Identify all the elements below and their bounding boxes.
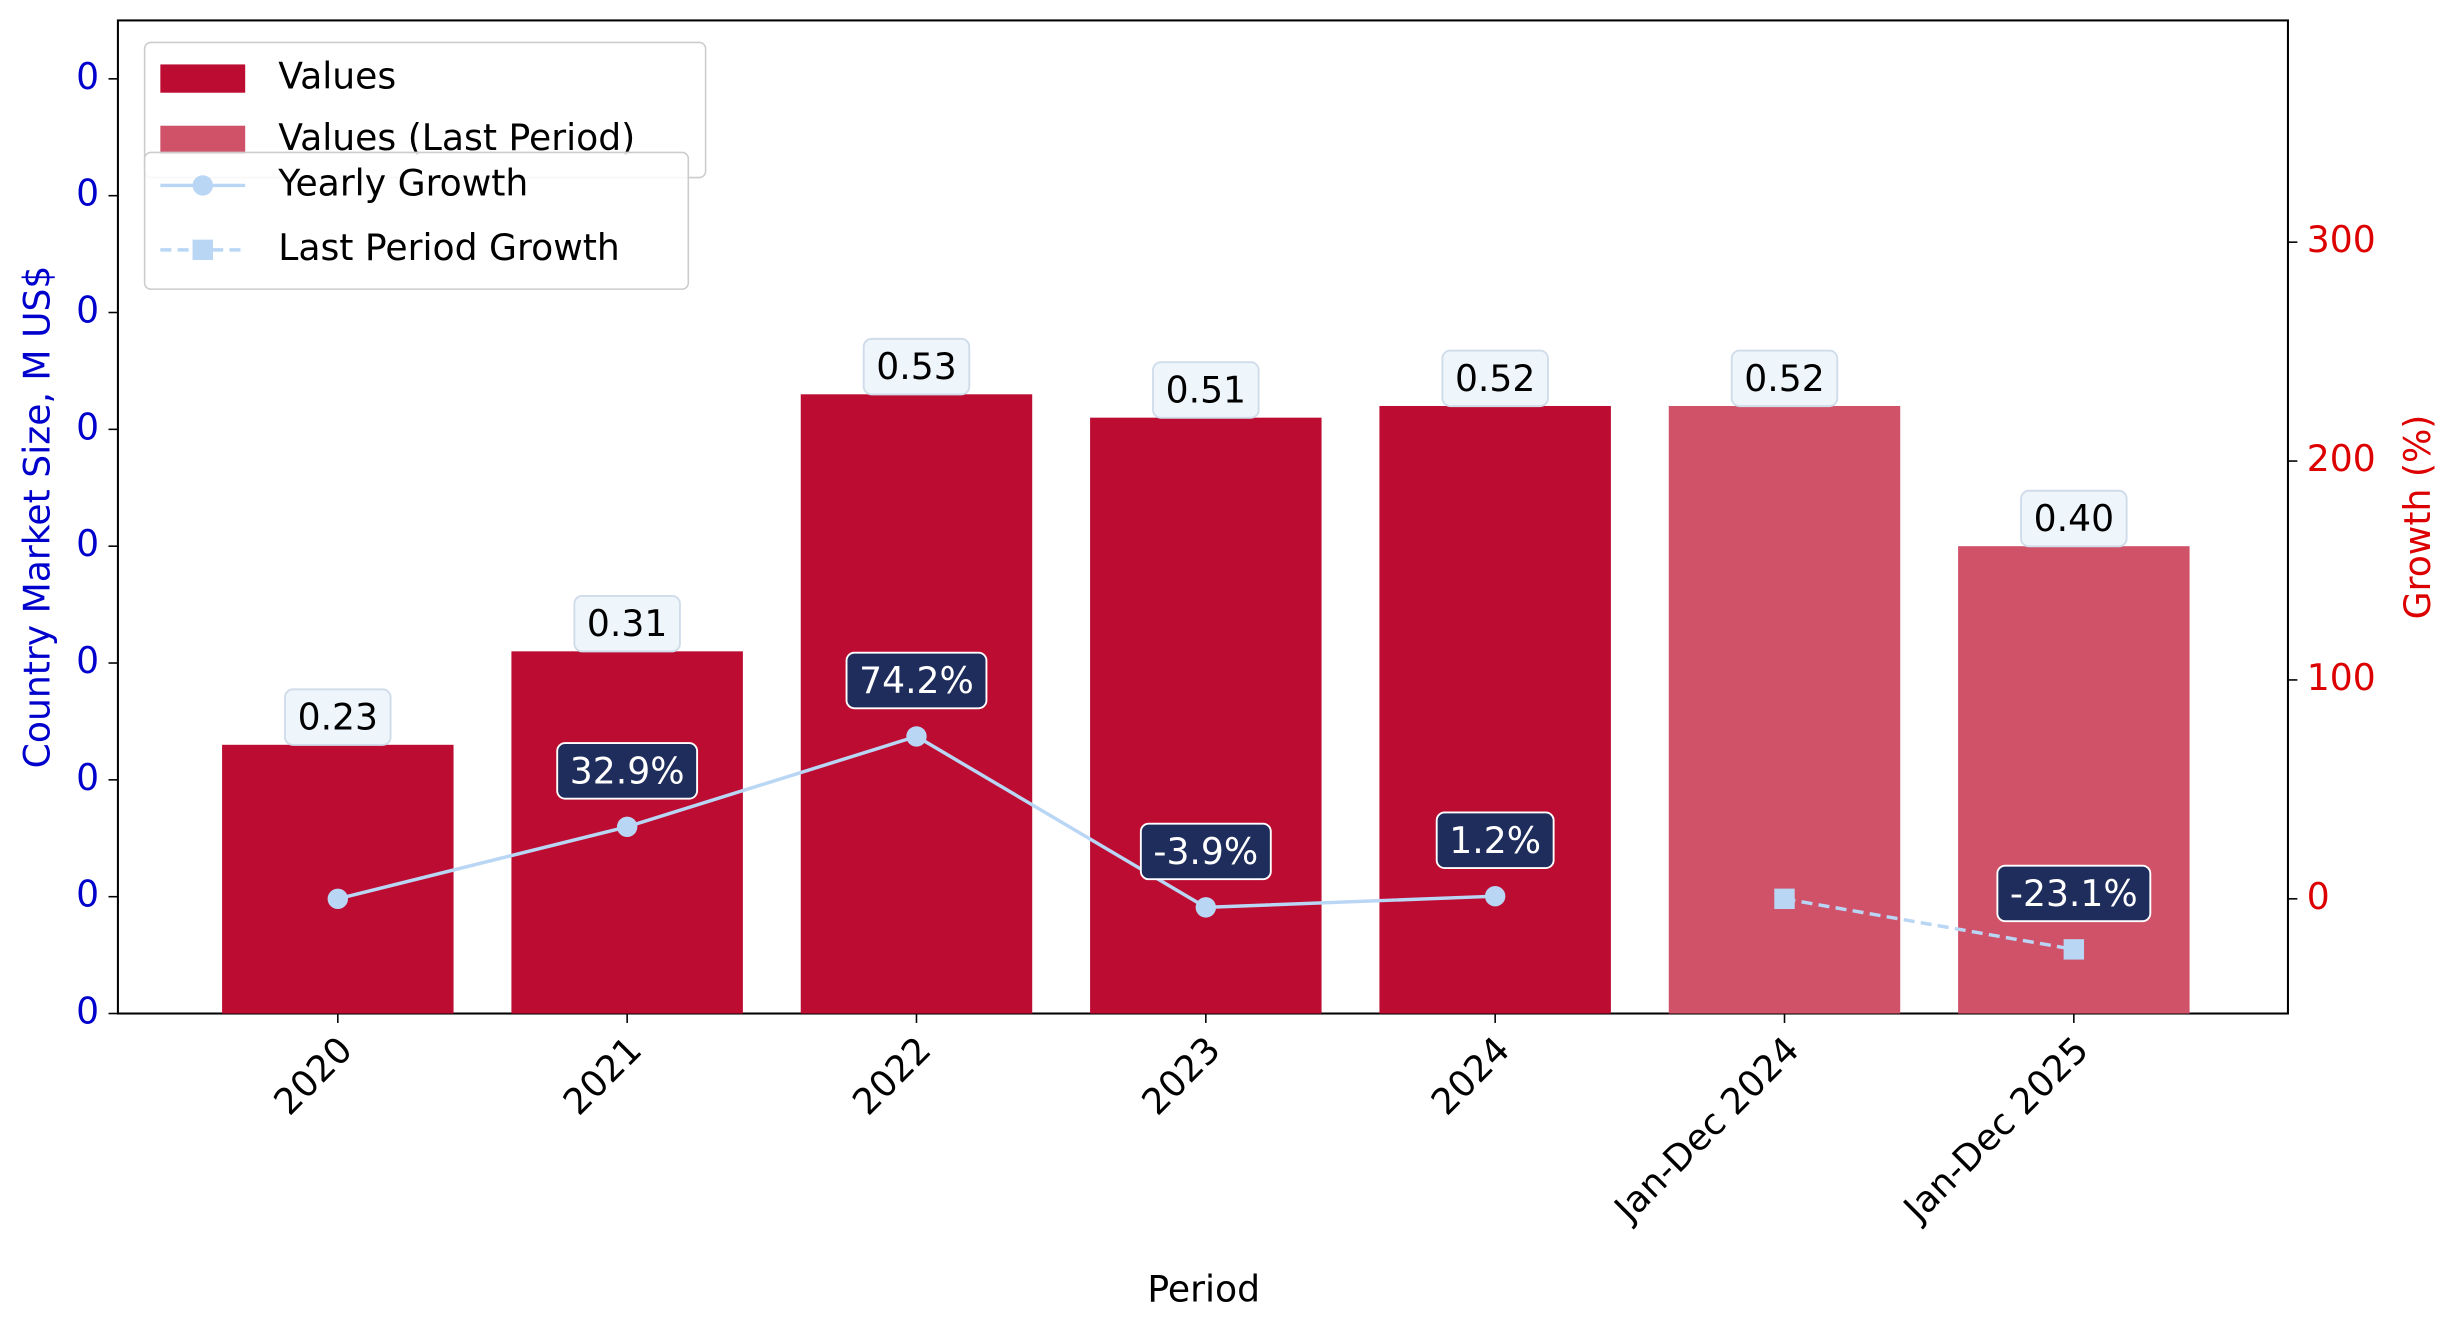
- y-axis-label: Country Market Size, M US$: [15, 266, 58, 769]
- x-tick-label: 2024: [1423, 1028, 1518, 1123]
- label-box: [1441, 349, 1549, 408]
- y2-axis-label: Growth (%): [2396, 415, 2439, 620]
- x-tick-label: Jan-Dec 2024: [1604, 1028, 1807, 1231]
- y-tick-label: 0: [76, 55, 99, 98]
- legend-label: Values: [278, 55, 396, 98]
- label-box: [1435, 811, 1555, 869]
- legend-label: Yearly Growth: [277, 161, 528, 204]
- legend-marker: [192, 175, 213, 196]
- y-tick-label: 0: [76, 873, 99, 916]
- y2-tick-label: 0: [2307, 875, 2330, 918]
- marker: [327, 888, 349, 910]
- data-label: 0.23: [298, 696, 378, 739]
- data-label: 74.2%: [859, 659, 974, 702]
- label-box: [1139, 822, 1272, 881]
- y-tick-label: 0: [76, 172, 99, 215]
- data-label: 0.52: [1455, 357, 1535, 400]
- label-box: [556, 742, 699, 800]
- label-box: [1996, 864, 2152, 923]
- data-label: 0.31: [587, 602, 667, 645]
- marker: [2063, 939, 2085, 960]
- data-label: -3.9%: [1153, 830, 1258, 873]
- y-tick-label: 0: [76, 289, 99, 332]
- marker: [1195, 897, 1217, 918]
- x-tick-label: 2023: [1133, 1028, 1228, 1123]
- x-tick-label: 2020: [265, 1028, 360, 1123]
- y2-tick-label: 100: [2307, 656, 2376, 699]
- legend-swatch: [160, 64, 246, 93]
- marker: [1484, 885, 1506, 907]
- y2-tick-label: 200: [2307, 437, 2376, 480]
- label-box: [1730, 349, 1839, 408]
- data-label: 32.9%: [570, 749, 685, 792]
- data-label: 0.51: [1166, 369, 1246, 412]
- legend-marker: [192, 239, 213, 261]
- y-tick-label: 0: [76, 405, 99, 448]
- x-tick-label: 2021: [555, 1028, 650, 1123]
- label-box: [284, 688, 392, 746]
- data-label: 0.53: [876, 345, 956, 388]
- label-box: [1152, 361, 1260, 419]
- label-box: [845, 651, 988, 710]
- data-label: 0.52: [1744, 357, 1824, 400]
- data-label: -23.1%: [2010, 872, 2138, 915]
- data-label: 0.40: [2034, 497, 2114, 540]
- x-tick-label: 2022: [844, 1028, 939, 1123]
- marker: [1774, 888, 1795, 910]
- bar: [1668, 405, 1901, 1014]
- marker: [906, 726, 927, 747]
- data-label: 1.2%: [1449, 819, 1541, 862]
- legend-swatch: [160, 125, 246, 154]
- label-box: [573, 594, 681, 653]
- label-box: [2020, 489, 2128, 548]
- bar: [1379, 405, 1611, 1014]
- y-tick-label: 0: [76, 990, 99, 1033]
- y-tick-label: 0: [76, 639, 99, 682]
- x-tick-label: Jan-Dec 2025: [1894, 1028, 2097, 1231]
- y-tick-label: 0: [76, 522, 99, 565]
- marker: [616, 816, 638, 838]
- y2-tick-label: 300: [2307, 218, 2376, 261]
- growth-line: [1784, 897, 2075, 952]
- bar: [1090, 417, 1322, 1014]
- label-box: [862, 337, 971, 396]
- legend-box: [143, 151, 690, 290]
- legend-label: Last Period Growth: [278, 226, 620, 269]
- y-tick-label: 0: [76, 756, 99, 799]
- x-axis-label: Period: [1147, 1268, 1260, 1311]
